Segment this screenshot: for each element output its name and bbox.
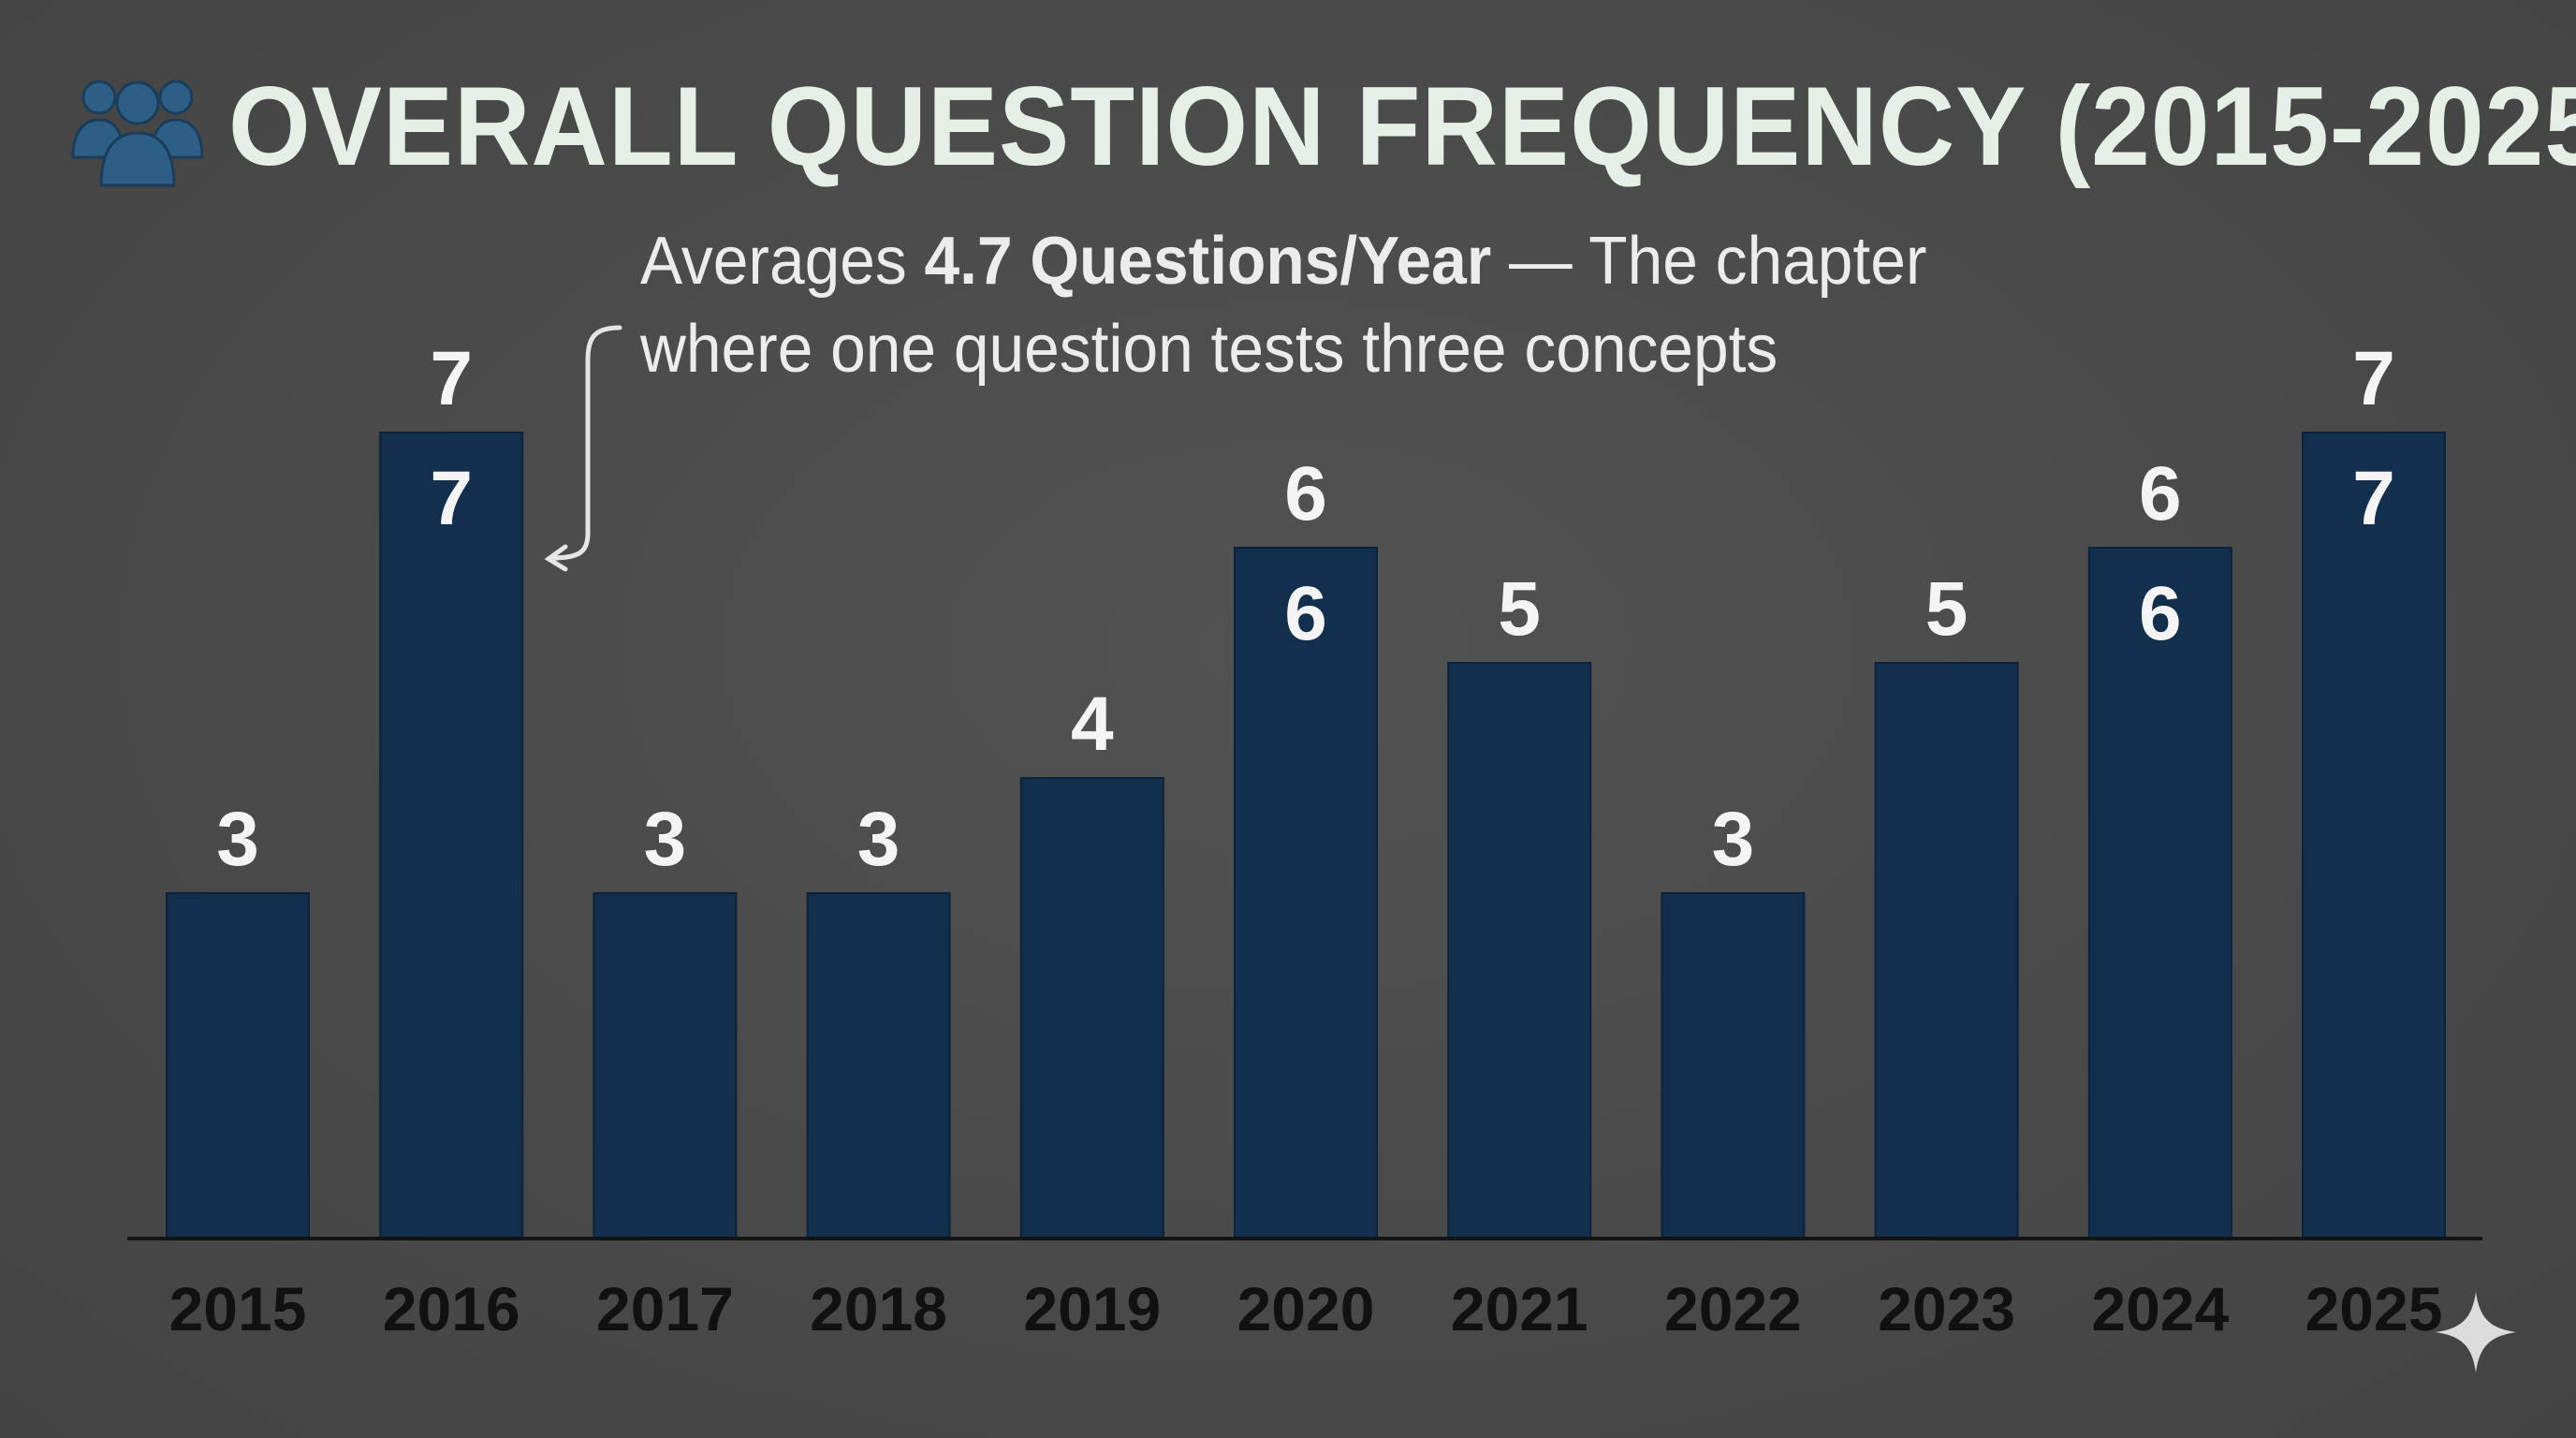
people-group-icon	[71, 80, 204, 187]
chart-subtitle: Averages 4.7 Questions/Year — The chapte…	[640, 217, 1926, 393]
bar-2015	[166, 892, 310, 1240]
inside-labels-group: 7 6 6 7	[430, 456, 2394, 656]
subtitle-highlight: 4.7 Questions/Year	[924, 224, 1492, 299]
bar-2020	[1234, 547, 1378, 1240]
x-tick-2019: 2019	[1023, 1274, 1161, 1343]
value-label-2024: 6	[2139, 451, 2182, 536]
value-label-2023: 5	[1925, 566, 1969, 652]
bars-group	[166, 432, 2446, 1240]
subtitle-post: — The chapter	[1491, 224, 1927, 299]
bar-2016	[379, 432, 524, 1240]
x-tick-2015: 2015	[169, 1274, 307, 1343]
value-label-2021: 5	[1498, 566, 1541, 652]
inside-value-label-2016: 7	[430, 456, 473, 541]
bar-2024	[2087, 547, 2232, 1240]
above-labels-group: 3 7 3 3 4 6 5 3 5 6 7	[216, 336, 2395, 882]
bar-2017	[593, 892, 738, 1240]
curved-arrow-icon	[544, 325, 622, 572]
subtitle-line-1: Averages 4.7 Questions/Year — The chapte…	[640, 217, 1926, 305]
x-tick-2023: 2023	[1878, 1274, 2015, 1343]
x-tick-2016: 2016	[383, 1274, 520, 1343]
bar-2021	[1447, 662, 1592, 1240]
bar-2025	[2302, 432, 2446, 1240]
bar-2019	[1019, 777, 1164, 1240]
x-tick-2021: 2021	[1451, 1274, 1588, 1343]
x-tick-labels-group: 2015 2016 2017 2018 2019 2020 2021 2022 2023 2024…	[169, 1274, 2443, 1343]
bar-2022	[1661, 892, 1806, 1240]
value-label-2015: 3	[216, 797, 259, 882]
x-tick-2022: 2022	[1664, 1274, 1802, 1343]
inside-value-label-2024: 6	[2139, 571, 2182, 656]
value-label-2019: 4	[1071, 682, 1114, 767]
value-label-2022: 3	[1712, 797, 1755, 882]
value-label-2016: 7	[430, 336, 473, 421]
title-row: OVERALL QUESTION FREQUENCY (2015-2025)	[67, 56, 2576, 197]
subtitle-line-2: where one question tests three concepts	[640, 312, 1778, 387]
x-tick-2017: 2017	[596, 1274, 734, 1343]
value-label-2017: 3	[644, 797, 687, 882]
subtitle-pre: Averages	[640, 224, 925, 299]
bar-2023	[1874, 662, 2019, 1240]
inside-value-label-2020: 6	[1284, 571, 1327, 656]
x-tick-2024: 2024	[2091, 1274, 2229, 1343]
chart-title: OVERALL QUESTION FREQUENCY (2015-2025)	[228, 64, 2576, 189]
value-label-2018: 3	[857, 797, 900, 882]
value-label-2020: 6	[1284, 451, 1327, 536]
x-tick-2020: 2020	[1237, 1274, 1375, 1343]
bar-2018	[806, 892, 951, 1240]
value-label-2025: 7	[2352, 336, 2395, 421]
sparkle-icon	[2436, 1292, 2516, 1372]
x-tick-2025: 2025	[2305, 1274, 2443, 1343]
x-tick-2018: 2018	[810, 1274, 947, 1343]
inside-value-label-2025: 7	[2352, 456, 2395, 541]
